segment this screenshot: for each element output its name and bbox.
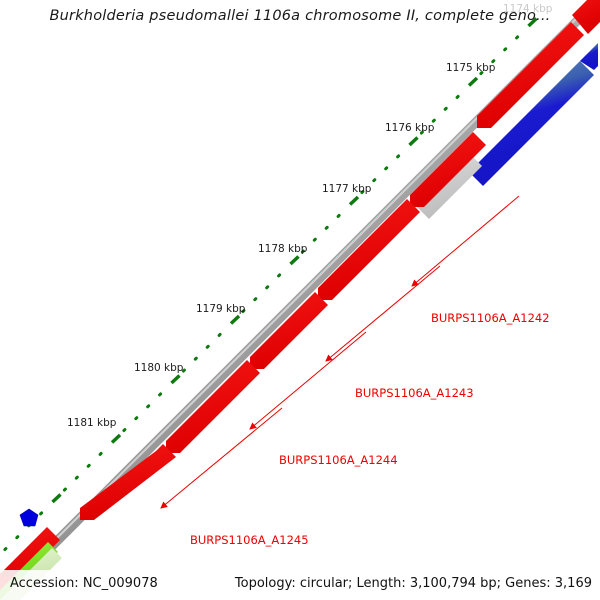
gene-leader-line bbox=[249, 331, 367, 430]
gene-leader-line bbox=[411, 195, 520, 287]
gene-label-a1245[interactable]: BURPS1106A_A1245 bbox=[190, 533, 309, 547]
ruler-label-1181: 1181 kbp bbox=[67, 417, 117, 429]
gene-arrow-segment[interactable] bbox=[166, 360, 260, 453]
ruler-label-1174: 1174 kbp bbox=[503, 3, 553, 15]
ruler-label-1177: 1177 kbp bbox=[322, 183, 372, 195]
ruler-label-1178: 1178 kbp bbox=[258, 243, 308, 255]
ruler-label-1176: 1176 kbp bbox=[385, 122, 435, 134]
gene-arrow-segment[interactable] bbox=[80, 444, 176, 520]
ruler-minor-ticks bbox=[3, 35, 520, 552]
gene-label-a1242[interactable]: BURPS1106A_A1242 bbox=[431, 311, 550, 325]
gene-callout-group[interactable]: BURPS1106A_A1242 BURPS1106A_A1243 BURPS1… bbox=[160, 195, 550, 547]
secondary-feature-track[interactable] bbox=[415, 43, 598, 219]
sequence-info-label: Topology: circular; Length: 3,100,794 bp… bbox=[234, 576, 592, 591]
gene-label-a1244[interactable]: BURPS1106A_A1244 bbox=[279, 453, 398, 467]
gene-arrow-segment[interactable] bbox=[250, 292, 328, 369]
gene-leader-line bbox=[160, 407, 283, 509]
status-bar: Accession: NC_009078 Topology: circular;… bbox=[0, 570, 600, 600]
feature-gray-cds[interactable] bbox=[415, 152, 482, 219]
feature-blue-cds-tip[interactable] bbox=[580, 43, 598, 70]
ruler-label-1175: 1175 kbp bbox=[446, 62, 496, 74]
ruler-label-1180: 1180 kbp bbox=[134, 362, 184, 374]
ruler-tick-group bbox=[3, 17, 538, 552]
accession-label: Accession: NC_009078 bbox=[10, 576, 158, 591]
origin-marker[interactable] bbox=[19, 508, 39, 527]
gene-leader-line bbox=[325, 265, 441, 362]
gene-arrow-segment[interactable] bbox=[410, 132, 486, 207]
feature-blue-cds[interactable] bbox=[469, 61, 594, 186]
gene-label-a1243[interactable]: BURPS1106A_A1243 bbox=[355, 386, 474, 400]
ruler-major-ticks bbox=[51, 17, 538, 504]
gene-arrow-segment[interactable] bbox=[572, 0, 600, 34]
gene-arrow-segment[interactable] bbox=[318, 199, 420, 300]
gene-arrow-segment[interactable] bbox=[477, 22, 584, 128]
ruler-label-1179: 1179 kbp bbox=[196, 303, 246, 315]
ruler-label-group: 1174 kbp 1175 kbp 1176 kbp 1177 kbp 1178… bbox=[67, 3, 553, 429]
